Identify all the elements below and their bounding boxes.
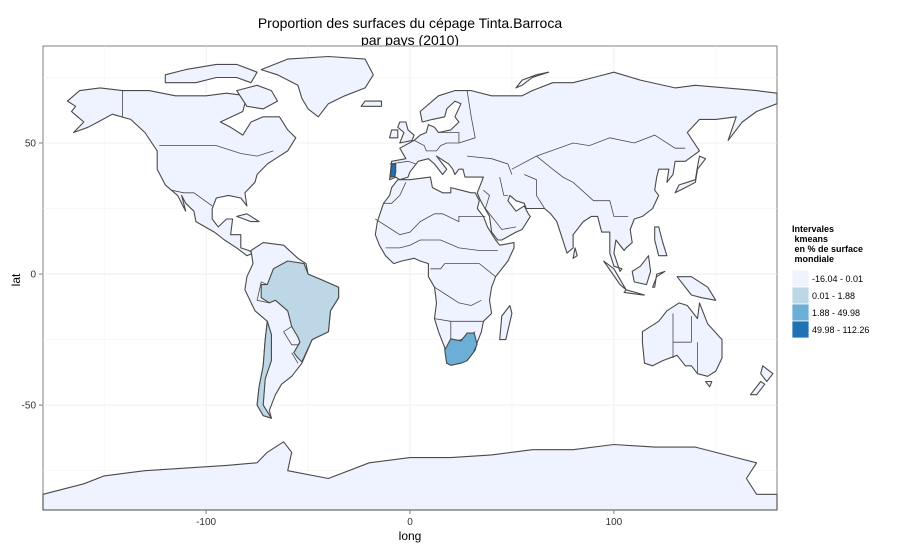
land-eurasia <box>389 71 778 272</box>
country-border <box>458 90 476 144</box>
legend-title-line: mondiale <box>792 254 834 264</box>
land-madagascar <box>499 304 513 341</box>
land-antarctica <box>42 441 778 511</box>
legend-key <box>791 303 810 322</box>
country-border <box>511 134 686 170</box>
country-chile <box>256 320 272 419</box>
y-axis-ticks: -50 0 50 <box>22 138 43 412</box>
country-border <box>483 189 517 230</box>
land-borneo <box>631 255 652 286</box>
country-border <box>434 286 482 306</box>
legend-key <box>791 286 810 305</box>
country-border <box>171 189 213 207</box>
country-border <box>389 160 417 165</box>
y-tick-label: 0 <box>30 270 36 281</box>
land-great-britain <box>397 121 415 144</box>
land-svalbard-novaya <box>515 71 550 89</box>
land-baffin <box>236 84 279 110</box>
x-tick-label: -100 <box>196 517 216 528</box>
country-border <box>430 263 496 278</box>
country-border <box>467 155 513 175</box>
legend: Intervales kmeans en % de surface mondia… <box>791 224 869 339</box>
land-japan <box>674 155 707 194</box>
land-tasmania <box>705 380 713 388</box>
land-philippines <box>654 226 668 257</box>
legend-label: 1.88 - 49.98 <box>812 308 860 318</box>
country-brazil <box>260 260 340 363</box>
legend-key <box>791 320 810 339</box>
country-border <box>159 145 274 157</box>
legend-title-line: kmeans <box>792 234 828 244</box>
land-new-zealand-north <box>760 365 774 383</box>
x-axis-ticks: -100 0 100 <box>196 510 623 528</box>
land-new-guinea <box>676 276 717 301</box>
land-ireland <box>389 129 399 139</box>
country-border <box>524 174 545 209</box>
legend-label: -16.04 - 0.01 <box>812 274 863 284</box>
y-axis-label: lat <box>9 273 23 286</box>
land-cuba <box>236 213 260 223</box>
country-border <box>536 155 629 217</box>
land-arabia-iceland <box>360 100 383 107</box>
legend-label: 49.98 - 112.26 <box>812 325 869 335</box>
country-border <box>375 213 486 236</box>
land-sri-lanka <box>572 247 578 259</box>
country-portugal <box>390 163 397 178</box>
country-border <box>413 132 460 152</box>
legend-label: 0.01 - 1.88 <box>812 291 855 301</box>
land-java <box>623 289 646 296</box>
country-border <box>434 318 484 322</box>
land-arctic-archipelago <box>164 63 258 84</box>
chart-title-line1: Proportion des surfaces du cépage Tinta.… <box>258 15 563 31</box>
x-tick-label: 100 <box>606 517 623 528</box>
land-greenland <box>260 55 374 118</box>
highlighted-countries <box>256 163 478 419</box>
y-tick-label: -50 <box>22 401 37 412</box>
country-border <box>385 239 498 251</box>
country-border <box>291 352 299 364</box>
land-australia <box>641 302 723 377</box>
chart-title-line2: par pays (2010) <box>361 32 459 48</box>
country-border <box>383 182 407 204</box>
legend-title-line: Intervales <box>792 224 834 234</box>
country-south-africa <box>444 332 478 366</box>
x-tick-label: 0 <box>407 517 413 528</box>
land-sulawesi <box>652 270 666 288</box>
land-new-zealand-south <box>749 380 766 396</box>
country-border <box>499 177 508 196</box>
legend-key <box>791 269 810 288</box>
x-axis-label: long <box>399 529 422 543</box>
y-tick-label: 50 <box>25 138 37 149</box>
legend-title-line: en % de surface <box>792 244 863 254</box>
land-north-america <box>66 87 297 257</box>
country-borders <box>122 90 698 419</box>
